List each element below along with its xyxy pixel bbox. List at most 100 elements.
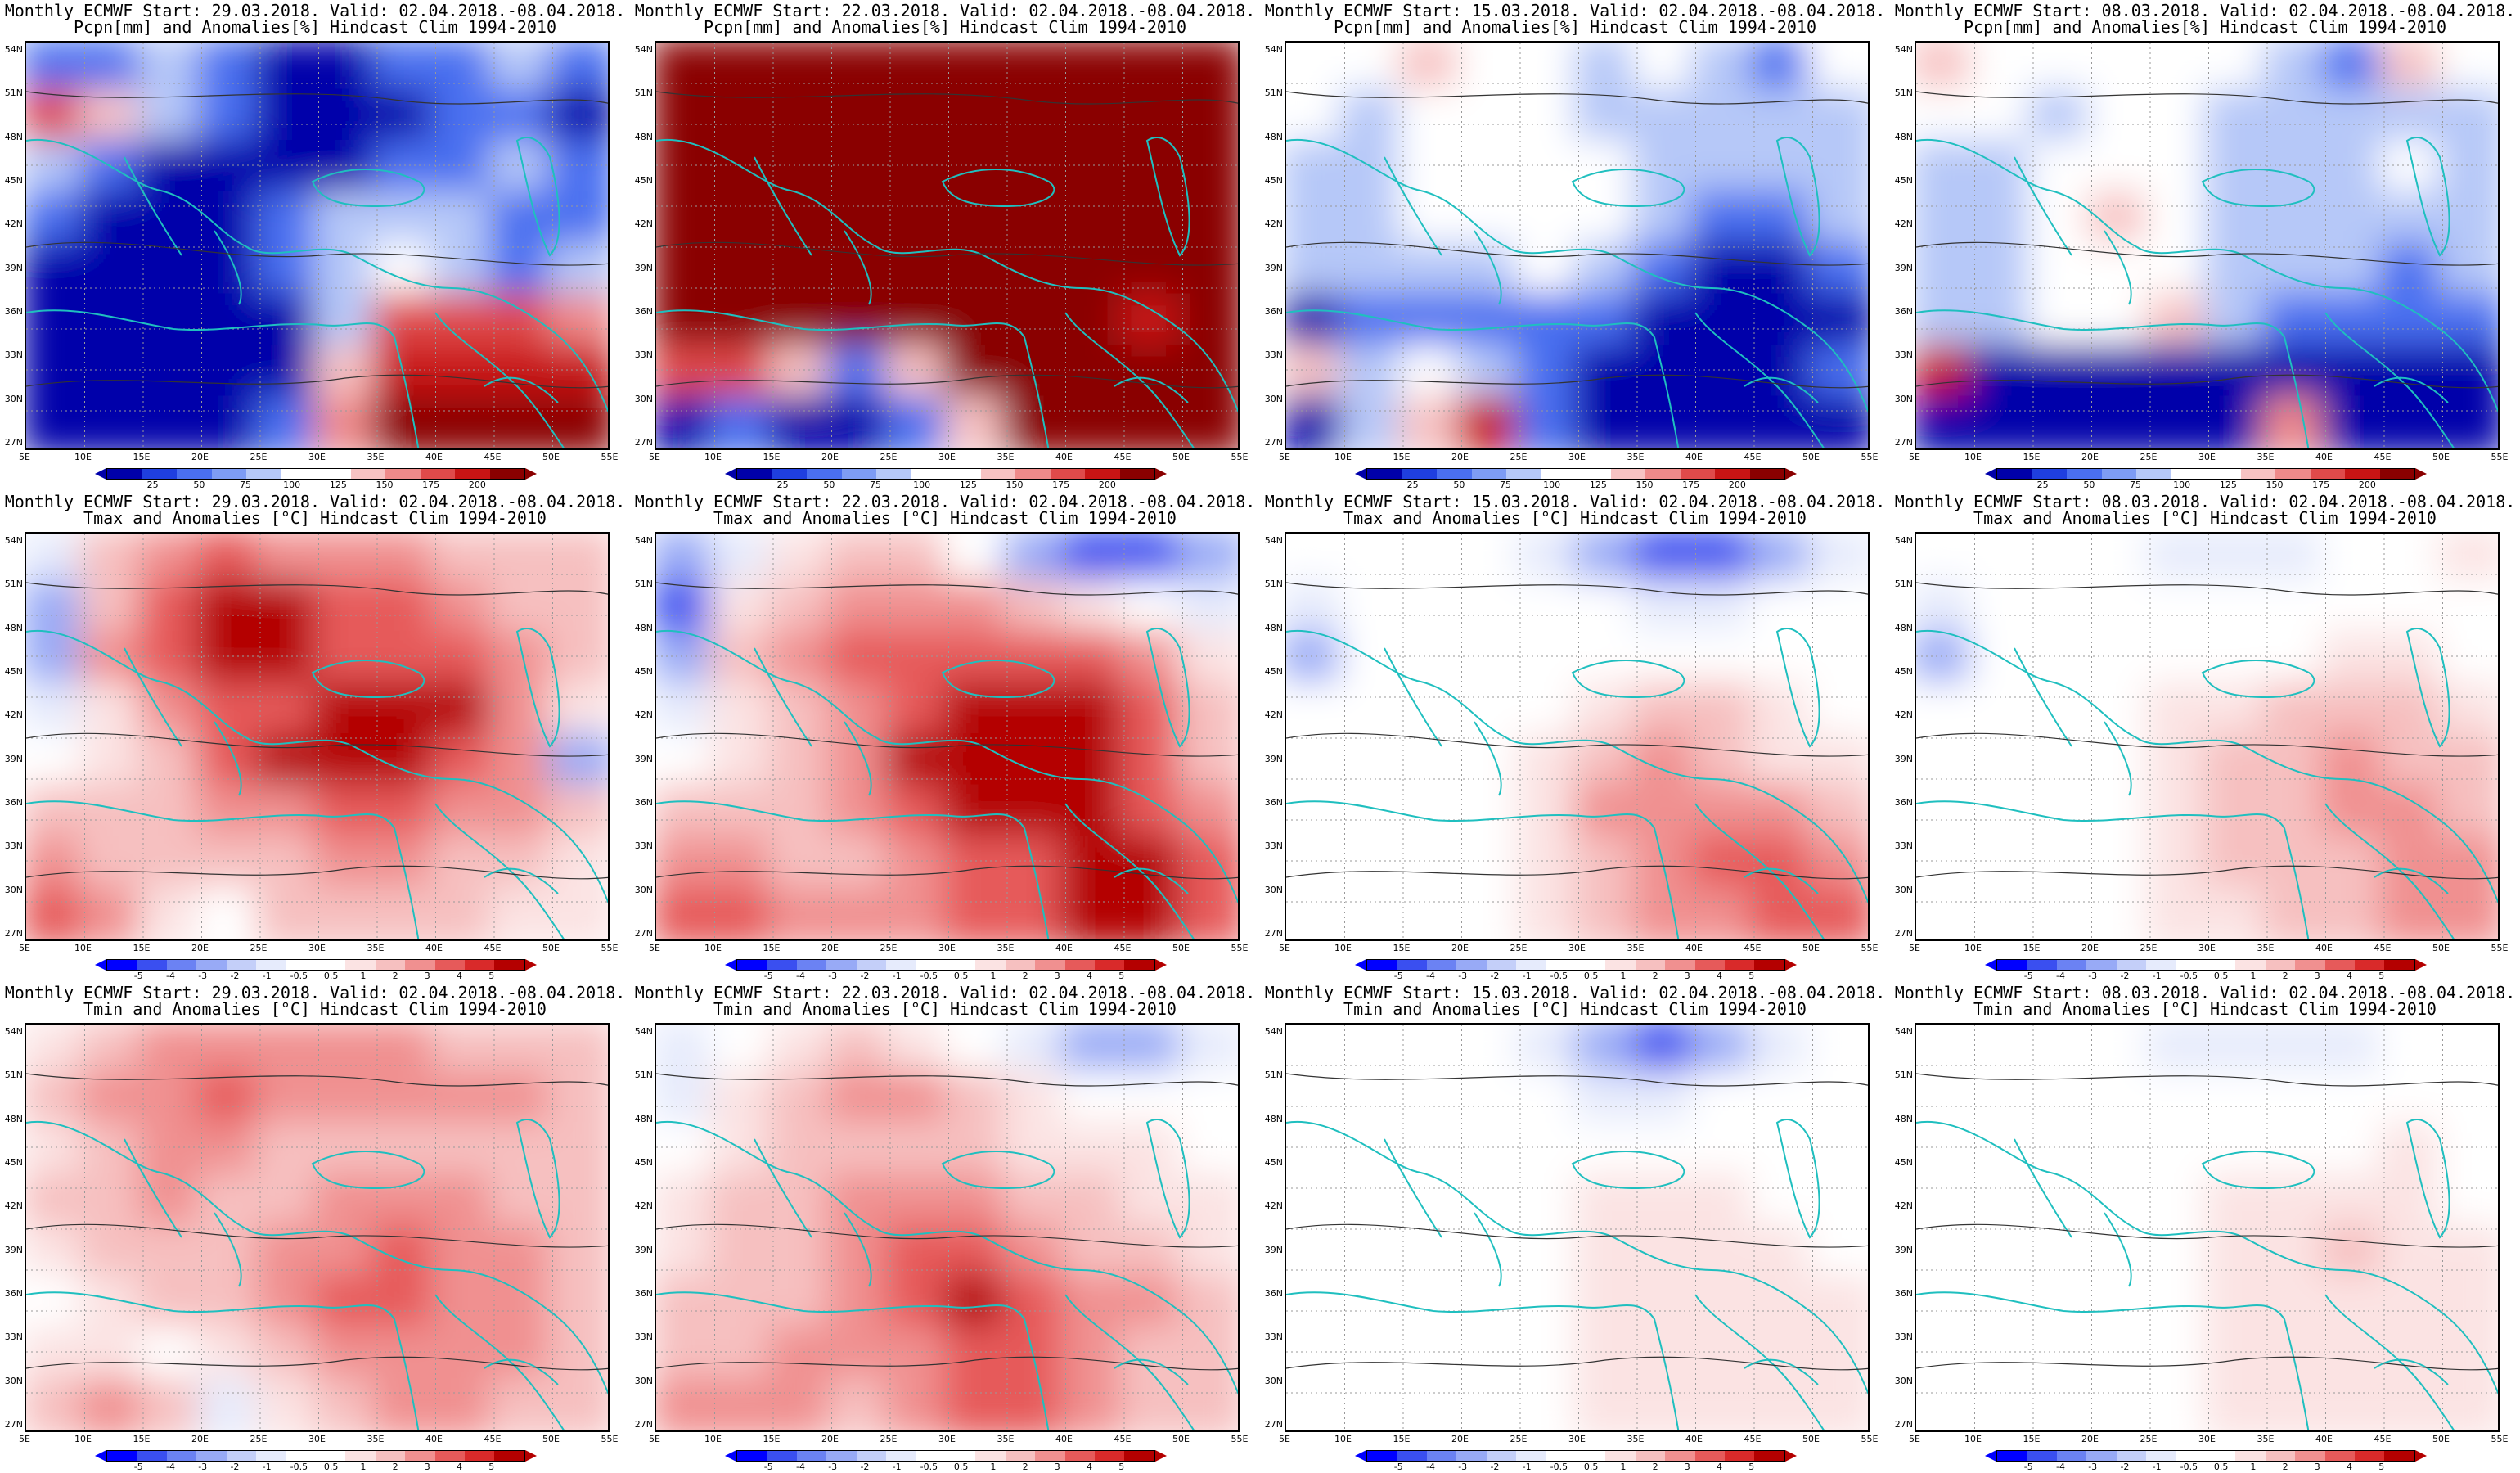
latitude-label: 27N [634, 437, 653, 448]
anomaly-cell [2086, 631, 2155, 692]
colorbar-swatch [494, 1451, 524, 1461]
colorbar-swatch [1124, 960, 1154, 970]
anomaly-cell [1573, 682, 1642, 743]
colorbar-swatch [107, 469, 142, 479]
longitude-label: 30E [938, 1434, 956, 1444]
anomaly-cell [489, 1327, 558, 1388]
anomaly-cell [372, 682, 441, 743]
longitude-label: 10E [704, 943, 722, 953]
longitude-label: 15E [133, 452, 151, 462]
colorbar-swatch [916, 960, 946, 970]
colorbar-label: 5 [1118, 971, 1125, 981]
anomaly-cell [372, 1173, 441, 1234]
anomaly-cell [1060, 395, 1129, 448]
anomaly-cell [1060, 836, 1129, 897]
colorbar-label: 3 [424, 971, 430, 981]
anomaly-cell [2028, 1224, 2097, 1286]
contour-line [1286, 732, 1868, 757]
longitude-label: 20E [2081, 1434, 2099, 1444]
anomaly-cell [196, 1327, 265, 1388]
longitude-label: 5E [1909, 452, 1920, 462]
anomaly-cell [1632, 1224, 1701, 1286]
colorbar-arrow-right [525, 468, 537, 480]
latitude-label: 30N [1894, 884, 1913, 895]
longitude-label: 20E [1451, 1434, 1469, 1444]
anomaly-cell [26, 345, 90, 406]
anomaly-cell [1690, 631, 1759, 692]
anomaly-cell [196, 682, 265, 743]
colorbar-label: 1 [1620, 1462, 1627, 1472]
latitude-label: 45N [4, 1157, 23, 1168]
colorbar-label: -5 [763, 1462, 773, 1472]
colorbar-swatch [2176, 960, 2206, 970]
latitude-label: 51N [4, 579, 23, 590]
anomaly-field [656, 534, 1238, 939]
colorbar-swatch [405, 960, 435, 970]
latitude-label: 27N [4, 437, 23, 448]
longitude-label: 30E [2198, 452, 2216, 462]
longitude-label: 25E [2140, 452, 2158, 462]
coastline [214, 721, 242, 796]
colorbar-label: 2 [1652, 1462, 1658, 1472]
anomaly-cell [2437, 293, 2498, 354]
longitude-label: 55E [2491, 1434, 2509, 1444]
longitude-label: 40E [2315, 1434, 2333, 1444]
panel-variable-line: Tmin and Anomalies [°C] Hindcast Clim 19… [1973, 999, 2437, 1019]
anomaly-cell [1573, 1377, 1642, 1430]
colorbar-swatch [945, 1451, 976, 1461]
latitude-label: 51N [634, 1070, 653, 1081]
colorbar-swatch [166, 960, 197, 970]
anomaly-cell [2262, 395, 2331, 448]
latitude-label: 39N [1894, 753, 1913, 764]
anomaly-cell [1632, 1275, 1701, 1336]
anomaly-cell [1060, 1327, 1129, 1388]
anomaly-cell [2086, 1327, 2155, 1388]
colorbar-swatch [737, 1451, 767, 1461]
anomaly-cell [1177, 242, 1238, 304]
longitude-label: 30E [1568, 943, 1586, 953]
anomaly-cell [1119, 1224, 1188, 1286]
anomaly-cell [196, 191, 265, 252]
colorbar-swatch [1064, 960, 1096, 970]
anomaly-cell [1573, 579, 1642, 641]
longitude-label: 10E [74, 452, 92, 462]
colorbar-swatch [2295, 1451, 2325, 1461]
contour-line [1286, 582, 1868, 596]
anomaly-cell [255, 1122, 324, 1183]
anomaly-cell [1119, 242, 1188, 304]
contour-line [26, 1356, 608, 1371]
anomaly-cell [1515, 88, 1584, 150]
anomaly-cell [1632, 733, 1701, 795]
anomaly-cell [430, 784, 499, 845]
colorbar-swatch [796, 960, 827, 970]
panel-header-line: Monthly ECMWF Start: 29.03.2018. Valid: … [4, 492, 626, 511]
colorbar-label: 4 [2347, 971, 2353, 981]
anomaly-cell [709, 682, 778, 743]
latitude-label: 39N [1264, 262, 1283, 273]
forecast-panel: Monthly ECMWF Start: 15.03.2018. Valid: … [1260, 0, 1890, 491]
anomaly-cell [1969, 1275, 2038, 1336]
longitude-label: 50E [1172, 1434, 1190, 1444]
anomaly-cell [2262, 886, 2331, 939]
anomaly-cell [1690, 1070, 1759, 1132]
anomaly-cell [79, 784, 148, 845]
anomaly-cell [1002, 1377, 1071, 1430]
latitude-label: 51N [1264, 579, 1283, 590]
contour-line [656, 374, 1238, 389]
anomaly-cell [2320, 191, 2389, 252]
latitude-label: 51N [1894, 579, 1913, 590]
anomaly-cell [885, 1327, 954, 1388]
anomaly-cell [255, 1327, 324, 1388]
anomaly-cell [885, 345, 954, 406]
anomaly-cell [656, 682, 720, 743]
anomaly-cell [1177, 1327, 1238, 1388]
anomaly-cell [1286, 886, 1350, 939]
latitude-label: 45N [634, 666, 653, 677]
longitude-label: 20E [191, 452, 209, 462]
colorbar-swatch [767, 1451, 797, 1461]
anomaly-cell [1339, 293, 1408, 354]
contour-line [1286, 865, 1868, 880]
anomaly-cell [2262, 1275, 2331, 1336]
longitude-label: 5E [649, 943, 660, 953]
anomaly-cell [1916, 1224, 1980, 1286]
